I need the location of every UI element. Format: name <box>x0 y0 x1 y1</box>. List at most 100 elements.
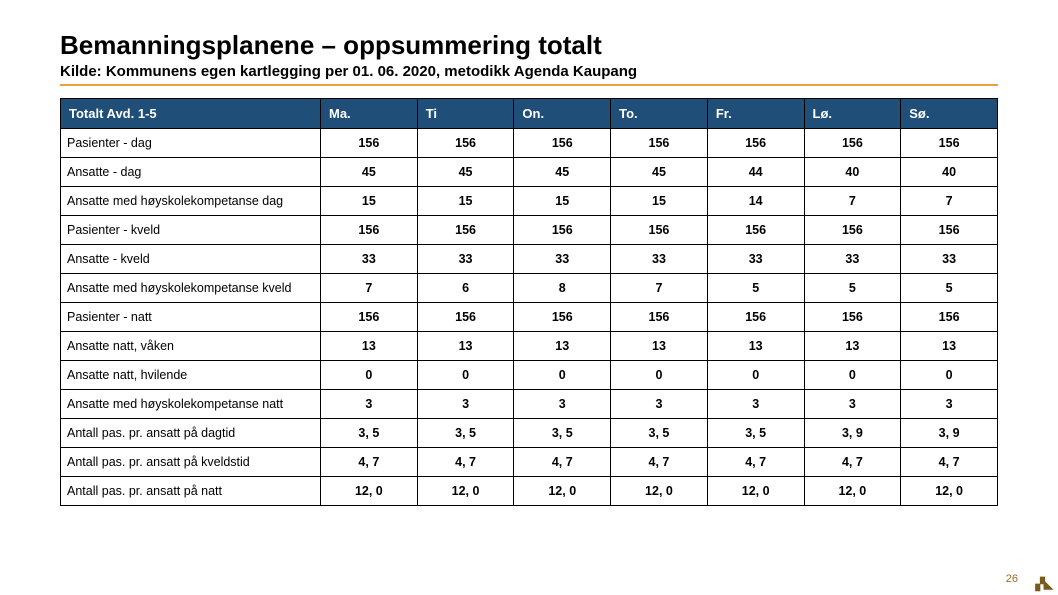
cell-value: 15 <box>611 187 708 216</box>
cell-value: 45 <box>417 158 514 187</box>
cell-value: 12, 0 <box>514 477 611 506</box>
cell-value: 12, 0 <box>321 477 418 506</box>
cell-value: 7 <box>611 274 708 303</box>
cell-value: 7 <box>804 187 901 216</box>
cell-value: 13 <box>514 332 611 361</box>
cell-value: 156 <box>901 216 998 245</box>
cell-value: 12, 0 <box>417 477 514 506</box>
cell-value: 156 <box>804 216 901 245</box>
row-label: Antall pas. pr. ansatt på natt <box>61 477 321 506</box>
col-header: Lø. <box>804 99 901 129</box>
cell-value: 4, 7 <box>321 448 418 477</box>
row-label: Ansatte med høyskolekompetanse natt <box>61 390 321 419</box>
cell-value: 45 <box>514 158 611 187</box>
cell-value: 12, 0 <box>707 477 804 506</box>
table-row: Ansatte med høyskolekompetanse dag151515… <box>61 187 998 216</box>
cell-value: 156 <box>804 129 901 158</box>
cell-value: 44 <box>707 158 804 187</box>
cell-value: 156 <box>804 303 901 332</box>
row-label: Ansatte med høyskolekompetanse kveld <box>61 274 321 303</box>
cell-value: 33 <box>707 245 804 274</box>
staffing-table: Totalt Avd. 1-5 Ma. Ti On. To. Fr. Lø. S… <box>60 98 998 506</box>
col-header: Sø. <box>901 99 998 129</box>
cell-value: 15 <box>514 187 611 216</box>
cell-value: 5 <box>901 274 998 303</box>
row-label: Ansatte - dag <box>61 158 321 187</box>
cell-value: 4, 7 <box>804 448 901 477</box>
col-header: To. <box>611 99 708 129</box>
cell-value: 45 <box>611 158 708 187</box>
table-row: Ansatte - dag45454545444040 <box>61 158 998 187</box>
cell-value: 4, 7 <box>707 448 804 477</box>
table-row: Antall pas. pr. ansatt på natt12, 012, 0… <box>61 477 998 506</box>
corner-logo-icon: ▞◣ <box>1036 577 1052 591</box>
cell-value: 4, 7 <box>611 448 708 477</box>
cell-value: 0 <box>707 361 804 390</box>
row-label: Pasienter - dag <box>61 129 321 158</box>
cell-value: 156 <box>514 303 611 332</box>
table-row: Antall pas. pr. ansatt på kveldstid4, 74… <box>61 448 998 477</box>
cell-value: 156 <box>707 216 804 245</box>
cell-value: 40 <box>901 158 998 187</box>
page-title: Bemanningsplanene – oppsummering totalt <box>60 30 998 61</box>
cell-value: 13 <box>901 332 998 361</box>
cell-value: 3, 5 <box>514 419 611 448</box>
cell-value: 3 <box>804 390 901 419</box>
cell-value: 3, 9 <box>901 419 998 448</box>
cell-value: 14 <box>707 187 804 216</box>
cell-value: 3 <box>901 390 998 419</box>
table-row: Ansatte med høyskolekompetanse kveld7687… <box>61 274 998 303</box>
table-body: Pasienter - dag156156156156156156156Ansa… <box>61 129 998 506</box>
cell-value: 15 <box>321 187 418 216</box>
cell-value: 156 <box>611 216 708 245</box>
cell-value: 3 <box>514 390 611 419</box>
cell-value: 156 <box>707 303 804 332</box>
cell-value: 7 <box>901 187 998 216</box>
row-label: Ansatte natt, hvilende <box>61 361 321 390</box>
cell-value: 3, 9 <box>804 419 901 448</box>
row-label: Pasienter - kveld <box>61 216 321 245</box>
cell-value: 156 <box>321 303 418 332</box>
table-row: Ansatte med høyskolekompetanse natt33333… <box>61 390 998 419</box>
cell-value: 0 <box>321 361 418 390</box>
cell-value: 8 <box>514 274 611 303</box>
cell-value: 156 <box>321 216 418 245</box>
row-label: Antall pas. pr. ansatt på kveldstid <box>61 448 321 477</box>
cell-value: 5 <box>707 274 804 303</box>
col-header: Fr. <box>707 99 804 129</box>
table-row: Pasienter - kveld156156156156156156156 <box>61 216 998 245</box>
cell-value: 156 <box>901 303 998 332</box>
cell-value: 156 <box>321 129 418 158</box>
cell-value: 33 <box>514 245 611 274</box>
cell-value: 156 <box>901 129 998 158</box>
cell-value: 13 <box>321 332 418 361</box>
cell-value: 33 <box>804 245 901 274</box>
cell-value: 3, 5 <box>611 419 708 448</box>
cell-value: 40 <box>804 158 901 187</box>
col-header: On. <box>514 99 611 129</box>
cell-value: 3, 5 <box>417 419 514 448</box>
cell-value: 13 <box>417 332 514 361</box>
cell-value: 7 <box>321 274 418 303</box>
cell-value: 3 <box>707 390 804 419</box>
cell-value: 156 <box>514 216 611 245</box>
table-row: Pasienter - dag156156156156156156156 <box>61 129 998 158</box>
cell-value: 13 <box>611 332 708 361</box>
cell-value: 0 <box>514 361 611 390</box>
col-header: Ma. <box>321 99 418 129</box>
cell-value: 12, 0 <box>901 477 998 506</box>
cell-value: 156 <box>611 129 708 158</box>
cell-value: 0 <box>417 361 514 390</box>
row-label: Pasienter - natt <box>61 303 321 332</box>
cell-value: 3 <box>611 390 708 419</box>
cell-value: 0 <box>901 361 998 390</box>
cell-value: 3 <box>417 390 514 419</box>
cell-value: 4, 7 <box>514 448 611 477</box>
cell-value: 5 <box>804 274 901 303</box>
table-row: Ansatte - kveld33333333333333 <box>61 245 998 274</box>
cell-value: 33 <box>417 245 514 274</box>
col-header: Totalt Avd. 1-5 <box>61 99 321 129</box>
cell-value: 33 <box>611 245 708 274</box>
cell-value: 15 <box>417 187 514 216</box>
cell-value: 12, 0 <box>804 477 901 506</box>
